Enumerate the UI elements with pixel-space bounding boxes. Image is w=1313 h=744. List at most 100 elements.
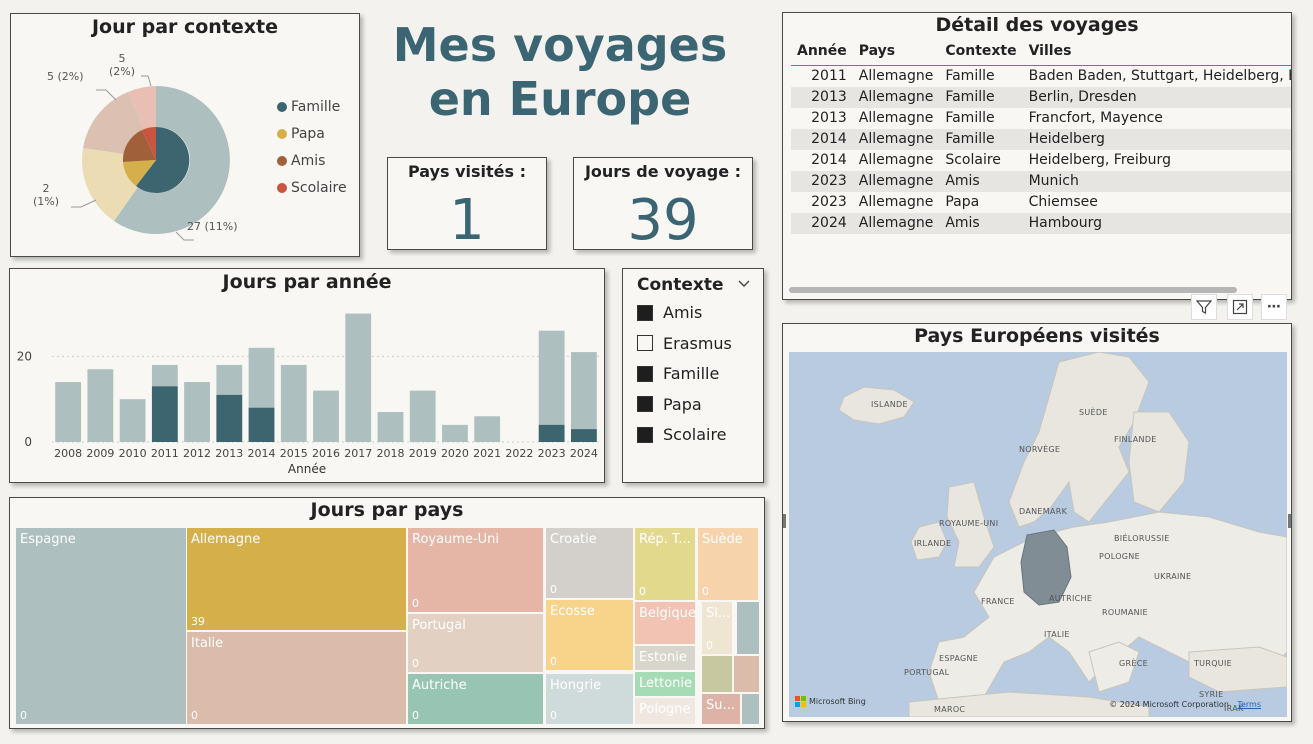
- legend-label: Papa: [291, 126, 325, 142]
- table-cell: Allemagne: [858, 110, 934, 126]
- treemap-tile[interactable]: Rép. T... 0: [635, 528, 695, 600]
- legend-marker-icon: [277, 102, 287, 112]
- table-row[interactable]: 2013 Allemagne Famille Francfort, Mayence: [791, 108, 1291, 129]
- kpi-days-label: Jours de voyage :: [584, 162, 742, 181]
- kpi-countries-card: Pays visités : 1: [387, 157, 547, 253]
- treemap-tile[interactable]: [737, 602, 759, 654]
- table-cell: Berlin, Dresden: [1022, 86, 1291, 108]
- slicer-item-amis[interactable]: Amis: [637, 303, 702, 322]
- table-cell: 2024: [791, 212, 853, 234]
- pie-card[interactable]: Jour par contexte 5 (2%) 5 (2%) 2 (1%) 27 …: [10, 13, 360, 257]
- bar-total-2015: [280, 364, 307, 442]
- detail-title: Détail des voyages: [935, 14, 1139, 36]
- table-cell: Chiemsee: [1028, 194, 1098, 210]
- treemap-tile[interactable]: Espagne 0: [16, 528, 186, 724]
- bar-chart[interactable]: 0 20 2008 2009 2010 2011 2012 2013 2014 2015 2016 2…: [10, 269, 606, 484]
- table-row[interactable]: 2014 Allemagne Famille Heidelberg: [791, 128, 1291, 150]
- tile-label: Hongrie: [550, 678, 602, 693]
- treemap-tile[interactable]: Suède 0: [698, 528, 758, 600]
- land-south: [1088, 641, 1140, 693]
- bar-total-2020: [442, 424, 468, 442]
- pie-legend-item-papa[interactable]: Papa: [277, 126, 325, 142]
- treemap-tile[interactable]: [742, 694, 759, 724]
- table-row[interactable]: 2023 Allemagne Papa Chiemsee: [791, 192, 1291, 213]
- pie-legend-item-amis[interactable]: Amis: [277, 153, 325, 169]
- table-row[interactable]: 2013 Allemagne Famille Berlin, Dresden: [791, 86, 1291, 108]
- treemap-tile[interactable]: Croatie 0: [546, 528, 633, 598]
- treemap-tile[interactable]: Belgique: [635, 602, 695, 644]
- table-row[interactable]: 2011 Allemagne Famille Baden Baden, Stuttga…: [791, 65, 1291, 87]
- slicer-item-erasmus[interactable]: Erasmus: [637, 334, 732, 353]
- checkbox[interactable]: [637, 396, 653, 412]
- map-country-label: ESPAGNE: [939, 654, 979, 663]
- x-tick-label: 2009: [86, 447, 114, 460]
- treemap-tile[interactable]: Royaume-Uni 0: [408, 528, 543, 612]
- treemap-tile[interactable]: Portugal 0: [408, 614, 543, 672]
- slicer-item-scolaire[interactable]: Scolaire: [637, 425, 727, 444]
- checkbox[interactable]: [637, 426, 653, 443]
- table-cell: Hambourg: [1022, 212, 1291, 234]
- map-country-label: PORTUGAL: [904, 668, 950, 677]
- treemap-tile[interactable]: [702, 656, 732, 692]
- pie-legend-item-scolaire[interactable]: Scolaire: [277, 180, 347, 196]
- checkbox[interactable]: [637, 365, 653, 382]
- filter-icon[interactable]: [1191, 294, 1217, 320]
- table-cell: Allemagne: [858, 152, 934, 168]
- pie-label-top: 5 (2%): [109, 52, 136, 78]
- treemap-tile[interactable]: Pologne: [635, 698, 695, 724]
- treemap-tile[interactable]: Estonie: [635, 646, 695, 670]
- treemap-card[interactable]: Jours par pays Espagne 0 Allemagne 39 Italie…: [9, 497, 765, 729]
- table-row[interactable]: 2014 Allemagne Scolaire Heidelberg, Freibur…: [791, 150, 1291, 171]
- column-header[interactable]: Villes: [1028, 43, 1072, 59]
- pie-chart[interactable]: [11, 14, 361, 258]
- checkbox[interactable]: [637, 304, 653, 321]
- column-header[interactable]: Pays: [858, 43, 896, 59]
- treemap[interactable]: Espagne 0 Allemagne 39 Italie 0 Royaume-Uni 0 Po…: [10, 498, 766, 730]
- column-header[interactable]: Année: [797, 43, 847, 59]
- treemap-tile[interactable]: Hongrie 0: [546, 674, 633, 724]
- treemap-tile[interactable]: Ecosse 0: [546, 600, 633, 670]
- report-title-line1: Mes voyages: [392, 18, 728, 72]
- horizontal-scrollbar[interactable]: [789, 287, 1237, 293]
- treemap-tile[interactable]: Allemagne 39: [187, 528, 406, 630]
- table-cell: Famille: [945, 110, 995, 126]
- resize-handle-left[interactable]: [783, 514, 786, 528]
- x-tick-label: 2014: [248, 447, 276, 460]
- treemap-tile[interactable]: Autriche 0: [408, 674, 543, 724]
- treemap-tile[interactable]: Su...: [702, 694, 740, 724]
- table-cell: Famille: [939, 86, 1023, 108]
- treemap-tile[interactable]: Sl... 0: [702, 602, 732, 654]
- detail-table-card[interactable]: Détail des voyages Année Pays Contexte Vill…: [782, 12, 1292, 300]
- more-options-icon[interactable]: ⋯: [1261, 294, 1287, 320]
- table-cell: Allemagne: [852, 170, 940, 192]
- table-cell: Allemagne: [852, 65, 940, 87]
- map-terms-link[interactable]: Terms: [1237, 700, 1261, 709]
- slicer-item-famille[interactable]: Famille: [637, 364, 719, 383]
- map-country-label: IRLANDE: [914, 539, 952, 548]
- focus-mode-icon[interactable]: [1227, 294, 1253, 320]
- treemap-tile[interactable]: Italie 0: [187, 632, 406, 724]
- checkbox[interactable]: [637, 335, 653, 351]
- land-scandinavia: [1008, 352, 1150, 528]
- slicer-item-papa[interactable]: Papa: [637, 395, 702, 414]
- treemap-tile[interactable]: Lettonie: [635, 672, 695, 696]
- contexte-slicer[interactable]: Contexte Amis Erasmus Famille Papa Scolaire: [622, 268, 764, 483]
- bar-chart-card[interactable]: Jours par année 0 20 2008 2009 2010 2011 2012 2…: [9, 268, 605, 483]
- tile-label: Rép. T...: [639, 532, 691, 547]
- column-header[interactable]: Contexte: [945, 43, 1017, 59]
- table-row[interactable]: 2023 Allemagne Amis Munich: [791, 170, 1291, 192]
- europe-map[interactable]: [789, 352, 1287, 717]
- bar-chart-title: Jours par année: [222, 271, 392, 293]
- map-country-label: FRANCE: [981, 597, 1015, 606]
- map-canvas[interactable]: ISLANDE SUÈDE FINLANDE NORVÈGE DANEMARK ROYAU…: [789, 352, 1287, 717]
- detail-table[interactable]: Année Pays Contexte Villes 2011 Allemagne Fam…: [791, 41, 1291, 234]
- slicer-item-label: Amis: [663, 303, 703, 322]
- map-card[interactable]: Pays Européens visités ISLANDE SUÈDE FINLA…: [782, 323, 1292, 722]
- table-row[interactable]: 2024 Allemagne Amis Hambourg: [791, 212, 1291, 234]
- pie-legend-item-famille[interactable]: Famille: [277, 99, 340, 115]
- resize-handle-right[interactable]: [1288, 514, 1291, 528]
- chevron-down-icon[interactable]: [737, 275, 753, 291]
- tile-value: 0: [639, 585, 646, 598]
- treemap-tile[interactable]: [734, 656, 759, 692]
- table-cell: Heidelberg, Freiburg: [1028, 152, 1171, 168]
